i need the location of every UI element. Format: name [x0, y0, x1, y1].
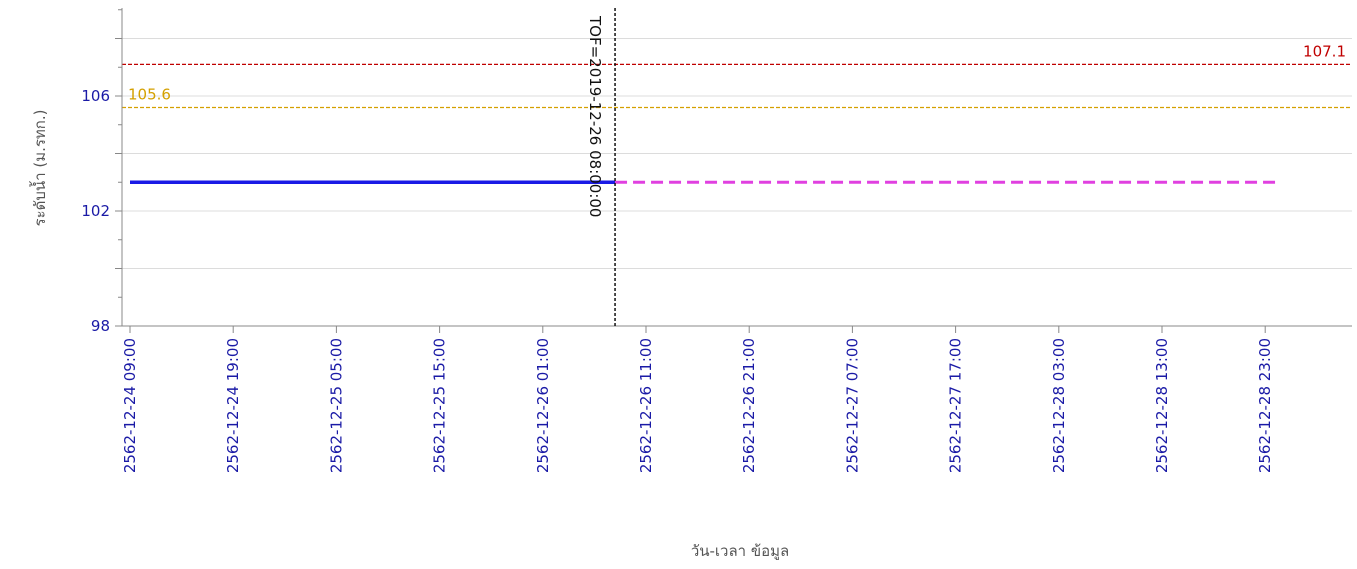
y-tick-label: 106 — [81, 87, 110, 105]
x-tick-label: 2562-12-25 15:00 — [431, 338, 449, 473]
reference-line-label: 107.1 — [1303, 42, 1346, 60]
x-tick-label: 2562-12-28 23:00 — [1256, 338, 1274, 473]
x-tick-label: 2562-12-26 21:00 — [740, 338, 758, 473]
tof-marker: TOF=2019-12-26 08:00:00 — [586, 8, 616, 326]
x-tick-label: 2562-12-28 03:00 — [1050, 338, 1068, 473]
x-tick-label: 2562-12-27 07:00 — [843, 338, 861, 473]
reference-line-label: 105.6 — [128, 86, 171, 104]
reference-lines: 107.1 105.6 — [122, 42, 1352, 109]
x-tick-label: 2562-12-24 09:00 — [121, 338, 139, 473]
tick-labels: 98 102 106 2562-12-24 09:00 2562-12-24 19:00… — [81, 87, 1274, 473]
tof-label: TOF=2019-12-26 08:00:00 — [586, 15, 604, 217]
x-axis-title: วัน-เวลา ข้อมูล — [691, 542, 789, 560]
x-tick-label: 2562-12-28 13:00 — [1153, 338, 1171, 473]
x-tick-label: 2562-12-26 11:00 — [637, 338, 655, 473]
x-tick-label: 2562-12-26 01:00 — [534, 338, 552, 473]
gridlines — [122, 38, 1352, 269]
x-tick-label: 2562-12-25 05:00 — [327, 338, 345, 473]
x-tick-label: 2562-12-24 19:00 — [224, 338, 242, 473]
y-tick-label: 102 — [81, 202, 110, 220]
y-axis-title: ระดับน้ำ (ม.รทก.) — [29, 110, 49, 227]
y-tick-label: 98 — [91, 317, 110, 335]
x-tick-label: 2562-12-27 17:00 — [947, 338, 965, 473]
axes — [115, 8, 1352, 333]
